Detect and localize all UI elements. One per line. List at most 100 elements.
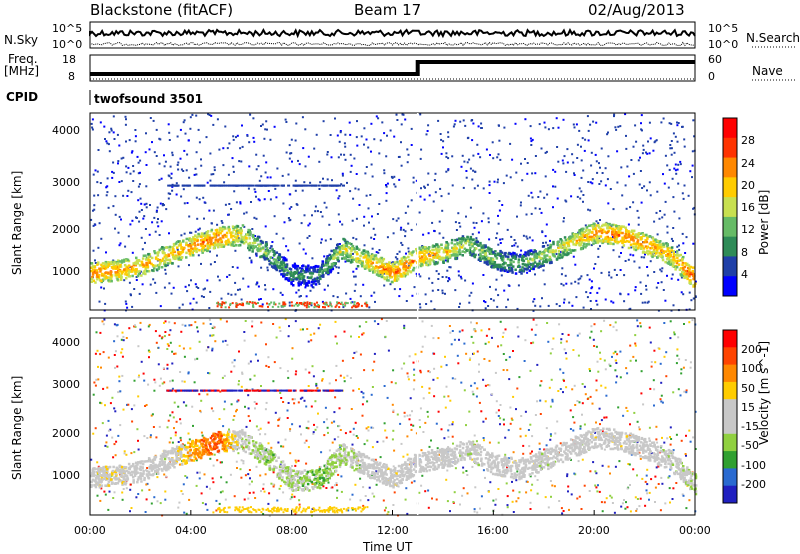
power-noise-cell [250,259,253,262]
power-echo-cell [372,265,375,269]
power-echo-cell [148,261,152,264]
power-noise-cell [433,179,436,182]
power-noise-cell [100,237,103,240]
power-echo-cell [403,255,406,259]
power-ground-cell [295,303,298,306]
power-echo-cell [314,264,318,268]
velocity-noise-cell [183,511,186,514]
velocity-noise-cell [105,441,108,444]
velocity-noise-cell [196,326,199,329]
power-noise-cell [599,166,601,169]
velocity-noise-cell [584,393,587,396]
power-echo-cell [156,251,159,255]
power-noise-cell [157,218,159,220]
power-noise-cell [129,223,132,226]
velocity-noise-cell [567,333,570,336]
power-echo-cell [382,276,386,279]
power-noise-cell [92,173,95,176]
power-noise-cell [315,133,318,136]
velocity-noise-cell [661,482,664,485]
velocity-noise-cell [573,384,576,387]
power-echo-cell [631,232,635,235]
power-noise-cell [353,275,356,278]
power-echo-cell [532,262,535,265]
velocity-noise-cell [322,370,325,373]
power-echo-cell [312,267,315,270]
velocity-noise-cell [451,377,454,380]
power-noise-cell [288,207,291,210]
power-echo-cell [603,230,606,233]
power-noise-cell [224,125,227,128]
velocity-noise-cell [101,422,104,425]
power-noise-cell [287,249,290,252]
power-echo-cell [495,265,498,268]
power-ground-cell [360,304,363,307]
power-echo-cell [425,263,428,267]
date-title: 02/Aug/2013 [588,1,685,19]
power-noise-cell [116,133,119,136]
power-noise-cell [175,193,178,196]
power-noise-cell [352,270,355,273]
power-echo-cell [669,254,673,257]
velocity-noise-cell [363,369,366,372]
power-noise-cell [619,125,622,128]
velocity-noise-cell [426,410,429,413]
power-echo-cell [336,256,340,259]
velocity-noise-cell [310,405,313,408]
power-noise-cell [459,120,462,123]
velocity-noise-cell [295,370,298,373]
power-echo-cell [293,272,297,275]
power-noise-cell [687,194,690,197]
power-noise-cell [596,171,599,174]
velocity-noise-cell [316,426,319,429]
power-noise-cell [253,140,256,143]
power-noise-cell [125,118,127,121]
power-echo-cell [638,243,641,247]
power-band-cell [223,184,227,187]
power-echo-cell [391,262,394,266]
power-echo-cell [483,261,486,264]
power-noise-cell [613,268,616,271]
power-noise-cell [360,135,363,138]
power-echo-cell [308,272,312,275]
velocity-noise-cell [307,446,310,449]
power-ground-cell [219,304,222,307]
velocity-noise-cell [372,426,375,429]
power-echo-cell [542,264,545,267]
power-noise-cell [294,179,297,182]
power-echo-cell [431,245,435,248]
power-noise-cell [653,220,656,223]
power-noise-cell [335,189,338,192]
power-echo-cell [533,258,536,261]
power-echo-cell [285,263,289,266]
power-noise-cell [589,300,592,302]
velocity-noise-cell [373,495,376,498]
power-echo-cell [332,249,336,252]
power-echo-cell [564,246,568,250]
power-echo-cell [223,226,226,229]
power-echo-cell [101,272,104,276]
velocity-noise-cell [625,406,628,409]
power-echo-cell [672,254,676,257]
power-ground-cell [297,303,300,306]
power-noise-cell [530,140,533,143]
power-noise-cell [157,225,160,228]
power-noise-cell [501,204,504,206]
velocity-noise-cell [432,378,435,381]
power-echo-cell [600,229,603,232]
power-echo-cell [367,267,371,270]
velocity-noise-cell [265,401,268,404]
power-echo-cell [611,238,614,241]
power-echo-cell [335,253,338,256]
velocity-noise-cell [531,435,534,438]
power-echo-cell [619,227,623,230]
power-echo-cell [302,276,305,279]
power-echo-cell [494,254,497,258]
power-echo-cell [448,255,451,258]
power-noise-cell [383,169,386,172]
power-noise-cell [609,188,612,190]
power-noise-cell [451,184,454,187]
power-noise-cell [171,154,174,157]
velocity-noise-cell [424,421,427,424]
power-noise-cell [483,300,485,303]
